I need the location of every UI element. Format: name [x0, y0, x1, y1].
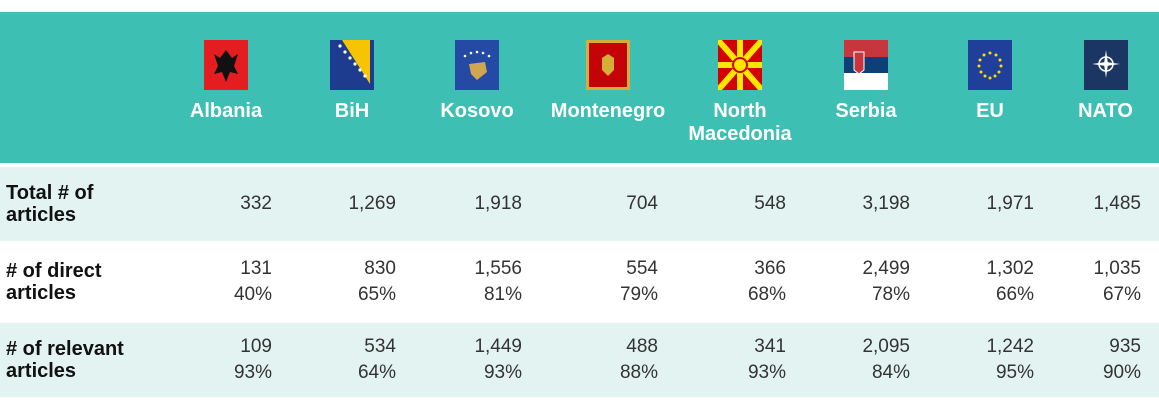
percent: 78% [871, 284, 910, 305]
percent: 68% [747, 284, 786, 305]
column-header: NATO [1052, 12, 1159, 163]
cell: 2,499 78% [804, 245, 928, 319]
count: 3,198 [862, 193, 910, 214]
cell: 548 [676, 167, 804, 241]
percent: 79% [619, 284, 658, 305]
flag [968, 40, 1012, 90]
column-title: Albania [189, 100, 263, 122]
count: 830 [364, 258, 396, 279]
percent: 90% [1102, 362, 1141, 383]
count: 1,485 [1093, 193, 1141, 214]
count: 1,269 [348, 193, 396, 214]
column-title: North Macedonia [688, 100, 792, 145]
count: 1,556 [474, 258, 522, 279]
cell: 830 65% [290, 245, 414, 319]
table: Albania BiH Kosovo Montenegro North Macedoni… [0, 12, 1159, 397]
cell: 534 64% [290, 323, 414, 397]
count: 935 [1109, 336, 1141, 357]
cell: 1,971 [928, 167, 1052, 241]
cell: 1,556 81% [414, 245, 540, 319]
count: 534 [364, 336, 396, 357]
cell: 935 90% [1052, 323, 1159, 397]
column-title: EU [976, 100, 1004, 122]
flag [1083, 40, 1128, 90]
row-label: # of direct articles [6, 260, 102, 304]
cell: 3,198 [804, 167, 928, 241]
flag [204, 40, 248, 90]
count: 131 [240, 258, 272, 279]
count: 109 [240, 336, 272, 357]
table-row: # of relevant articles 109 93% 534 64% 1,449 9… [0, 323, 1159, 397]
flag [330, 40, 374, 90]
count: 704 [626, 193, 658, 214]
count: 332 [240, 193, 272, 214]
column-header: Serbia [804, 12, 928, 163]
percent: 93% [747, 362, 786, 383]
row-label: # of relevant articles [6, 338, 124, 382]
column-header: EU [928, 12, 1052, 163]
percent: 67% [1102, 284, 1141, 305]
column-title: Montenegro [550, 100, 666, 122]
percent: 88% [619, 362, 658, 383]
cell: 1,242 95% [928, 323, 1052, 397]
column-header: Albania [162, 12, 290, 163]
flag [844, 40, 888, 90]
count: 554 [626, 258, 658, 279]
column-header: BiH [290, 12, 414, 163]
cell: 2,095 84% [804, 323, 928, 397]
percent: 95% [995, 362, 1034, 383]
cell: 1,449 93% [414, 323, 540, 397]
column-title: NATO [1078, 100, 1133, 122]
cell: 554 79% [540, 245, 676, 319]
header-row: Albania BiH Kosovo Montenegro North Macedoni… [0, 12, 1159, 163]
count: 1,035 [1093, 258, 1141, 279]
count: 366 [754, 258, 786, 279]
count: 2,499 [862, 258, 910, 279]
column-header: North Macedonia [676, 12, 804, 163]
count: 1,918 [474, 193, 522, 214]
percent: 66% [995, 284, 1034, 305]
count: 488 [626, 336, 658, 357]
table-row: Total # of articles 332 1,269 1,918 704 548 3,… [0, 167, 1159, 241]
count: 1,242 [986, 336, 1034, 357]
percent: 93% [483, 362, 522, 383]
column-title: BiH [334, 100, 370, 122]
column-header: Kosovo [414, 12, 540, 163]
percent: 81% [483, 284, 522, 305]
count: 341 [754, 336, 786, 357]
column-title: Kosovo [440, 100, 514, 122]
flag [455, 40, 499, 90]
cell: 1,485 [1052, 167, 1159, 241]
cell: 1,918 [414, 167, 540, 241]
percent: 84% [871, 362, 910, 383]
flag [586, 40, 630, 90]
cell: 704 [540, 167, 676, 241]
header-corner [0, 12, 162, 163]
cell: 366 68% [676, 245, 804, 319]
percent: 40% [233, 284, 272, 305]
cell: 341 93% [676, 323, 804, 397]
flag [718, 40, 762, 90]
cell: 131 40% [162, 245, 290, 319]
count: 1,302 [986, 258, 1034, 279]
count: 548 [754, 193, 786, 214]
count: 1,971 [986, 193, 1034, 214]
table-row: # of direct articles 131 40% 830 65% 1,556 81%… [0, 245, 1159, 319]
count: 2,095 [862, 336, 910, 357]
cell: 1,035 67% [1052, 245, 1159, 319]
row-label: Total # of articles [6, 182, 94, 226]
cell: 488 88% [540, 323, 676, 397]
cell: 332 [162, 167, 290, 241]
percent: 65% [357, 284, 396, 305]
column-header: Montenegro [540, 12, 676, 163]
percent: 64% [357, 362, 396, 383]
cell: 1,269 [290, 167, 414, 241]
cell: 109 93% [162, 323, 290, 397]
percent: 93% [233, 362, 272, 383]
column-title: Serbia [835, 100, 897, 122]
count: 1,449 [474, 336, 522, 357]
cell: 1,302 66% [928, 245, 1052, 319]
